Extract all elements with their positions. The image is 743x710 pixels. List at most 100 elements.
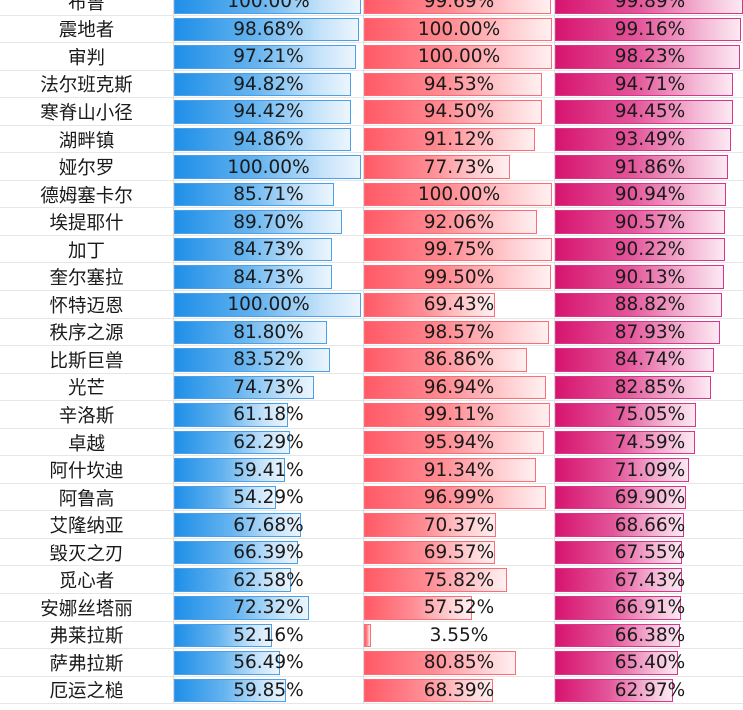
red-data-bar bbox=[364, 513, 497, 537]
server-name-cell: 萨弗拉斯 bbox=[49, 653, 124, 675]
pink-percentage-cell: 99.16% bbox=[555, 16, 743, 44]
column-divider bbox=[363, 456, 364, 484]
pink-data-bar bbox=[555, 596, 681, 620]
red-percentage-cell: 91.34% bbox=[364, 456, 554, 484]
percentage-value: 82.85% bbox=[614, 376, 686, 398]
blue-percentage-cell: 59.41% bbox=[174, 456, 363, 484]
table-row: 奎尔塞拉 84.73% 99.50% 90.13% bbox=[0, 263, 743, 292]
red-data-bar bbox=[364, 182, 552, 207]
row-divider bbox=[0, 565, 743, 567]
server-name-cell: 辛洛斯 bbox=[58, 405, 115, 427]
row-divider bbox=[0, 620, 743, 622]
row-divider bbox=[0, 42, 743, 44]
percentage-value: 71.09% bbox=[614, 459, 686, 481]
blue-percentage-cell: 52.16% bbox=[174, 622, 363, 650]
column-divider bbox=[173, 456, 174, 484]
server-name-cell: 阿鲁高 bbox=[58, 488, 115, 510]
server-name-cell: 湖畔镇 bbox=[58, 130, 115, 152]
red-percentage-cell: 86.86% bbox=[364, 346, 554, 374]
column-divider bbox=[554, 43, 555, 71]
server-name-cell: 阿什坎迪 bbox=[49, 461, 124, 483]
pink-percentage-cell: 88.82% bbox=[555, 291, 743, 319]
blue-data-bar bbox=[174, 210, 342, 234]
blue-percentage-cell: 94.42% bbox=[174, 98, 363, 126]
red-percentage-cell: 95.94% bbox=[364, 429, 554, 457]
column-divider bbox=[173, 15, 174, 44]
column-divider bbox=[363, 263, 364, 292]
pink-percentage-cell: 69.90% bbox=[555, 484, 743, 512]
table-row: 光芒 74.73% 96.94% 82.85% bbox=[0, 373, 743, 402]
percentage-value: 88.82% bbox=[614, 294, 686, 316]
table-row: 艾隆纳亚 67.68% 70.37% 68.66% bbox=[0, 511, 743, 539]
percentage-value: 65.40% bbox=[614, 652, 686, 674]
pink-percentage-cell: 62.97% bbox=[555, 677, 743, 705]
column-divider bbox=[363, 511, 364, 539]
row-divider bbox=[0, 262, 743, 264]
column-divider bbox=[554, 125, 555, 154]
blue-percentage-cell: 74.73% bbox=[174, 374, 363, 402]
pink-percentage-cell: 99.89% bbox=[555, 0, 743, 16]
column-divider bbox=[173, 621, 174, 650]
pink-percentage-cell: 84.74% bbox=[555, 346, 743, 374]
blue-data-bar bbox=[174, 596, 310, 620]
blue-percentage-cell: 100.00% bbox=[174, 0, 363, 16]
red-percentage-cell: 70.37% bbox=[364, 511, 554, 539]
blue-data-bar bbox=[174, 403, 289, 427]
row-divider bbox=[0, 427, 743, 429]
blue-percentage-cell: 72.32% bbox=[174, 594, 363, 622]
column-divider bbox=[173, 125, 174, 154]
column-divider bbox=[554, 428, 555, 457]
column-divider bbox=[554, 318, 555, 347]
pink-percentage-cell: 67.43% bbox=[555, 566, 743, 594]
red-data-bar bbox=[364, 210, 538, 234]
blue-data-bar bbox=[174, 293, 361, 317]
red-percentage-cell: 92.06% bbox=[364, 208, 554, 236]
pink-data-bar bbox=[555, 237, 725, 262]
pink-percentage-cell: 93.49% bbox=[555, 126, 743, 154]
column-divider bbox=[363, 401, 364, 429]
column-divider bbox=[363, 594, 364, 622]
pink-data-bar bbox=[555, 485, 687, 510]
percentage-value: 68.39% bbox=[423, 679, 495, 701]
pink-data-bar bbox=[555, 182, 726, 207]
pink-percentage-cell: 75.05% bbox=[555, 401, 743, 429]
pink-data-bar bbox=[555, 458, 689, 482]
red-data-bar bbox=[364, 375, 547, 400]
row-divider bbox=[0, 455, 743, 457]
column-divider bbox=[173, 318, 174, 347]
server-name-cell: 弗莱拉斯 bbox=[49, 626, 124, 648]
server-name-cell: 寒脊山小径 bbox=[40, 102, 133, 124]
red-data-bar bbox=[364, 45, 552, 69]
column-divider bbox=[173, 208, 174, 236]
blue-data-bar bbox=[174, 100, 351, 124]
red-data-bar bbox=[364, 458, 536, 482]
percentage-value: 66.91% bbox=[614, 597, 686, 619]
red-data-bar bbox=[364, 596, 473, 620]
table-row: 审判 97.21% 100.00% 98.23% bbox=[0, 43, 743, 71]
red-data-bar bbox=[364, 100, 542, 124]
column-divider bbox=[363, 483, 364, 512]
blue-data-bar bbox=[174, 45, 356, 69]
blue-data-bar bbox=[174, 458, 286, 482]
row-divider bbox=[0, 152, 743, 154]
column-divider bbox=[363, 180, 364, 209]
red-data-bar bbox=[364, 17, 552, 42]
red-percentage-cell: 96.94% bbox=[364, 374, 554, 402]
percentage-value: 98.68% bbox=[233, 18, 304, 40]
percentage-value: 67.68% bbox=[233, 514, 304, 536]
percentage-value: 3.55% bbox=[429, 624, 489, 646]
pink-percentage-cell: 90.22% bbox=[555, 236, 743, 264]
pink-data-bar bbox=[555, 430, 696, 455]
pink-percentage-cell: 68.66% bbox=[555, 511, 743, 539]
column-divider bbox=[554, 483, 555, 512]
column-divider bbox=[363, 235, 364, 264]
column-divider bbox=[554, 621, 555, 650]
column-divider bbox=[173, 291, 174, 319]
column-divider bbox=[173, 538, 174, 567]
pink-data-bar bbox=[555, 348, 715, 372]
column-divider bbox=[363, 649, 364, 677]
percentage-value: 100.00% bbox=[227, 294, 310, 316]
blue-percentage-cell: 59.85% bbox=[174, 677, 363, 705]
pink-data-bar bbox=[555, 210, 726, 234]
